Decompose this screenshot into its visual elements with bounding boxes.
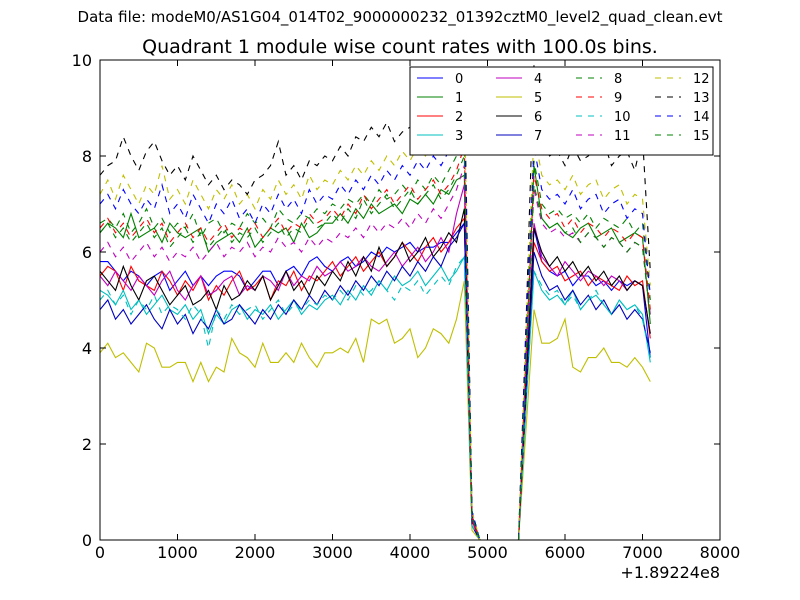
- x-tick-label: 6000: [545, 543, 586, 562]
- legend-box: [409, 66, 714, 156]
- x-tick-label: 1000: [157, 543, 198, 562]
- legend-label-1: 1: [455, 91, 463, 106]
- legend-label-10: 10: [614, 110, 631, 125]
- chart-title: Quadrant 1 module wise count rates with …: [142, 36, 658, 58]
- series-line-11: [100, 165, 651, 540]
- series-line-14: [100, 112, 651, 540]
- x-tick-label: 8000: [700, 543, 741, 562]
- legend-label-2: 2: [455, 110, 463, 125]
- y-tick-label: 10: [72, 51, 92, 70]
- series-line-0: [100, 221, 651, 540]
- legend-label-3: 3: [455, 129, 463, 144]
- x-tick-label: 4000: [390, 543, 431, 562]
- x-tick-label: 2000: [235, 543, 276, 562]
- legend-label-7: 7: [534, 129, 542, 144]
- legend-label-6: 6: [534, 110, 542, 125]
- legend-label-12: 12: [693, 72, 710, 87]
- legend-label-13: 13: [693, 91, 710, 106]
- series-line-15: [100, 155, 651, 540]
- legend-label-14: 14: [693, 110, 710, 125]
- series-line-5: [100, 280, 651, 540]
- x-tick-label: 5000: [467, 543, 508, 562]
- legend-label-5: 5: [534, 91, 542, 106]
- series-line-1: [100, 165, 651, 540]
- series-line-8: [100, 127, 651, 540]
- series-layer: [100, 64, 651, 540]
- series-line-7: [100, 221, 651, 540]
- x-tick-label: 7000: [622, 543, 663, 562]
- legend-label-15: 15: [693, 129, 710, 144]
- series-line-12: [100, 98, 651, 540]
- legend-label-4: 4: [534, 72, 542, 87]
- x-tick-label: 3000: [312, 543, 353, 562]
- y-tick-label: 2: [82, 435, 92, 454]
- series-line-2: [100, 216, 651, 540]
- y-tick-label: 8: [82, 147, 92, 166]
- series-line-9: [100, 146, 651, 540]
- legend-label-9: 9: [614, 91, 622, 106]
- figure-suptitle: Data file: modeM0/AS1G04_014T02_90000002…: [77, 8, 723, 26]
- legend-label-11: 11: [614, 129, 631, 144]
- x-offset-label: +1.89224e8: [620, 563, 720, 582]
- series-line-4: [100, 184, 651, 540]
- legend-label-0: 0: [455, 72, 463, 87]
- legend-label-8: 8: [614, 72, 622, 87]
- x-tick-label: 0: [95, 543, 105, 562]
- series-line-3: [100, 254, 651, 540]
- y-tick-label: 0: [82, 531, 92, 550]
- y-tick-label: 6: [82, 243, 92, 262]
- series-line-6: [100, 208, 651, 540]
- y-tick-label: 4: [82, 339, 92, 358]
